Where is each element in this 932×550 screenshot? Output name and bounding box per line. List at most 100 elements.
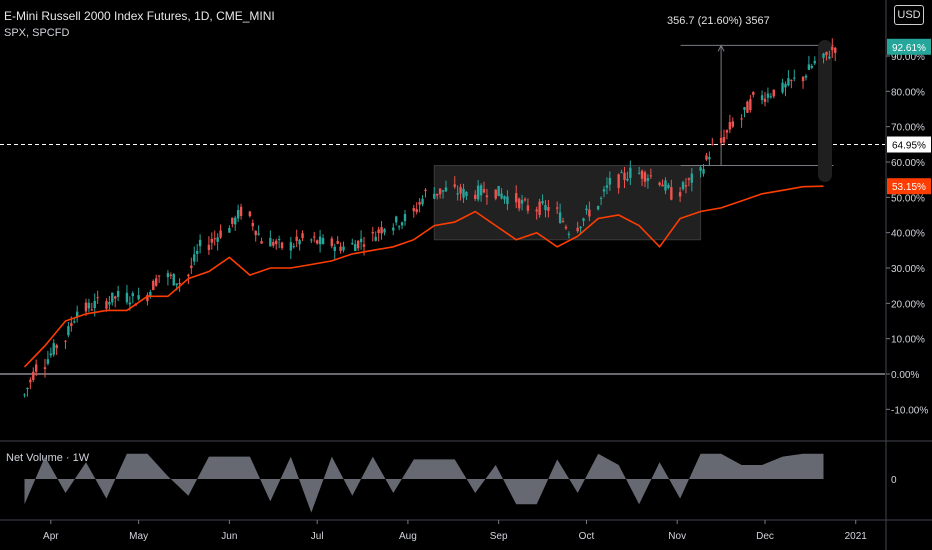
volume-series: [24, 453, 824, 513]
candle-body: [342, 246, 345, 251]
candle-body: [766, 93, 770, 98]
candle-body: [596, 206, 600, 210]
candle-body: [216, 237, 219, 242]
candle-body: [128, 302, 132, 305]
candle-body: [210, 238, 214, 243]
candle-body: [131, 293, 134, 297]
candle-body: [157, 275, 161, 277]
candle-body: [336, 240, 339, 244]
candle-body: [392, 227, 395, 231]
candle-body: [333, 246, 336, 252]
candle-body: [728, 122, 732, 130]
candle-body: [49, 353, 53, 356]
candle-body: [295, 236, 298, 241]
candle-body: [760, 95, 764, 100]
candle-body: [193, 254, 196, 262]
candle-body: [702, 169, 705, 174]
candle-body: [804, 75, 808, 78]
candle-body: [75, 311, 79, 317]
candle-body: [198, 239, 202, 247]
candle-body: [289, 242, 293, 251]
candle-body: [515, 193, 518, 203]
candle-body: [87, 302, 91, 309]
candle-body: [315, 240, 319, 244]
candle-body: [711, 144, 714, 146]
candle-body: [462, 188, 465, 198]
candle-body: [500, 193, 503, 199]
candle-body: [547, 207, 550, 211]
candle-body: [602, 189, 606, 192]
scroll-pill: [818, 40, 832, 182]
candle-body: [433, 193, 436, 199]
candle-body: [708, 157, 711, 160]
candle-body: [453, 184, 456, 187]
currency-button[interactable]: USD: [894, 5, 924, 25]
candle-body: [64, 340, 67, 342]
candle-body: [661, 184, 664, 187]
candle-body: [93, 300, 96, 308]
candle-body: [73, 321, 76, 323]
candle-body: [269, 237, 272, 247]
candle-body: [687, 178, 691, 180]
crosshair-badge: [887, 136, 931, 153]
candle-body: [43, 367, 47, 370]
candle-body: [585, 208, 588, 211]
candle-body: [137, 295, 140, 300]
candle-body: [576, 227, 579, 232]
compare-line: [23, 185, 824, 368]
y-tick-label: 40.00%: [891, 229, 925, 240]
candle-body: [620, 172, 623, 174]
candle-body: [152, 280, 155, 291]
candle-body: [321, 238, 325, 244]
candle-body: [588, 209, 591, 217]
candle-body: [793, 77, 796, 79]
candle-body: [213, 238, 216, 240]
candle-body: [629, 167, 632, 178]
candle-body: [658, 182, 661, 185]
candle-body: [46, 359, 50, 364]
candle-body: [298, 239, 301, 245]
crosshair-label: 64.95%: [892, 141, 926, 152]
candle-body: [482, 189, 486, 193]
candle-body: [494, 189, 497, 199]
candle-body: [544, 205, 547, 211]
compare-value-label: 53.15%: [892, 182, 926, 193]
candle-body: [608, 177, 612, 185]
volume-area: [24, 453, 824, 513]
candle-body: [640, 170, 644, 179]
candle-body: [441, 190, 445, 192]
x-tick-label: Dec: [756, 531, 774, 542]
candle-body: [497, 186, 500, 196]
candle-body: [561, 221, 565, 223]
candle-body: [538, 201, 541, 215]
candle-body: [541, 201, 544, 204]
candle-body: [831, 46, 834, 51]
candle-body: [359, 238, 363, 243]
candle-body: [277, 239, 281, 241]
candle-body: [746, 101, 749, 113]
candle-body: [52, 343, 55, 355]
candle-body: [626, 178, 629, 181]
candle-body: [623, 172, 626, 180]
candle-body: [749, 99, 752, 111]
candle-body: [400, 222, 404, 226]
candle-body: [579, 226, 582, 229]
candle-body: [55, 345, 58, 349]
candle-body: [690, 173, 694, 183]
candle-body: [801, 76, 805, 82]
candle-body: [254, 230, 257, 236]
candle-body: [154, 278, 158, 286]
x-tick-label: May: [129, 531, 148, 542]
x-tick-label: Jul: [311, 531, 324, 542]
candle-body: [438, 188, 442, 195]
measure-label: 356.7 (21.60%) 3567: [667, 15, 770, 27]
candle-body: [459, 187, 462, 194]
price-axis: -10.00% 0.00% 10.00% 20.00% 30.00% 40.00% 50.0…: [886, 38, 931, 486]
candle-body: [395, 216, 398, 223]
candle-body: [617, 174, 620, 189]
candle-body: [787, 78, 790, 86]
candle-body: [474, 194, 477, 199]
candle-body: [257, 233, 260, 235]
candle-body: [772, 89, 775, 97]
